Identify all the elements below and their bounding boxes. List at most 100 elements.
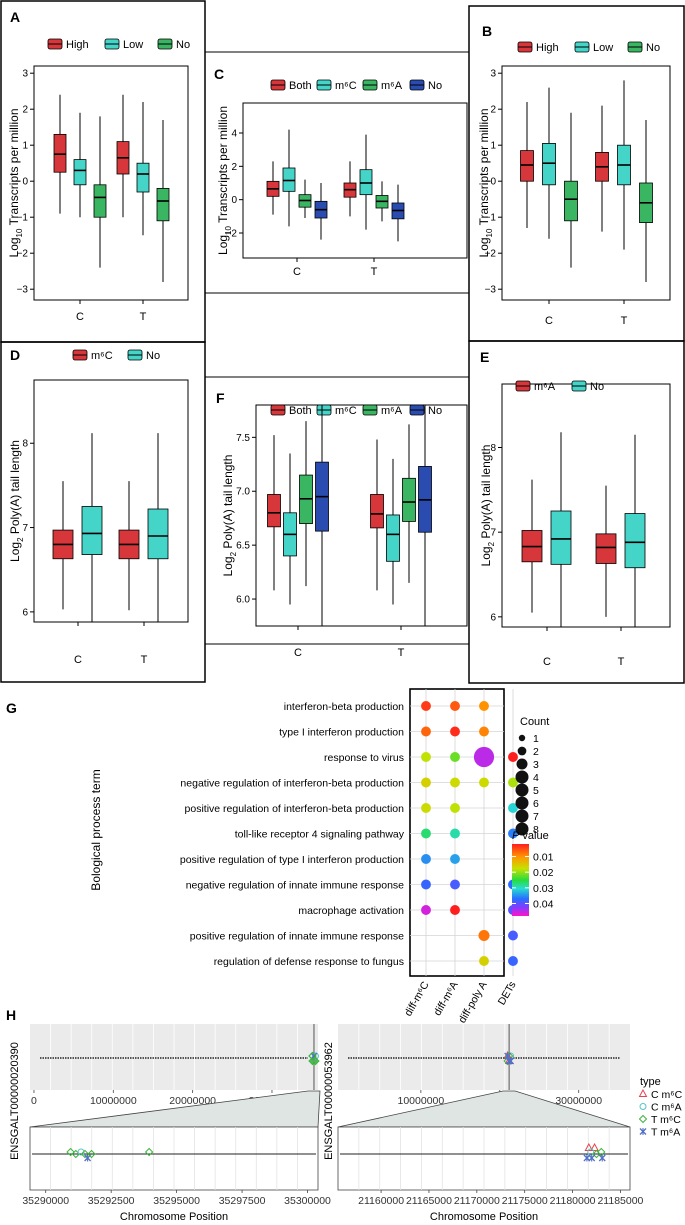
y-tick-label: −2: [226, 229, 238, 240]
x-axis-label: Chromosome Position: [120, 1211, 228, 1223]
dot: [450, 701, 460, 711]
site-marker: [584, 1142, 594, 1151]
x-tick-label: 35290000: [22, 1195, 69, 1207]
x-tick-label: T: [398, 647, 405, 659]
box: [370, 494, 384, 529]
legend-label: T m⁶A: [651, 1127, 680, 1139]
term-label: response to virus: [324, 752, 404, 764]
x-tick-label: 35300000: [284, 1195, 331, 1207]
legend-label: No: [176, 39, 190, 51]
term-label: interferon-beta production: [284, 701, 404, 713]
box: [267, 494, 281, 528]
y-tick-label: 0: [22, 177, 28, 188]
y-tick-label: 2: [490, 105, 496, 116]
x-tick-label: T: [621, 315, 628, 327]
x-tick-label: 21175000: [502, 1195, 548, 1207]
term-label: positive regulation of innate immune res…: [190, 931, 404, 943]
dot: [450, 879, 460, 890]
site-marker: [87, 1149, 96, 1159]
x-tick-label: 21160000: [358, 1195, 404, 1207]
y-tick-label: 6.5: [236, 541, 250, 552]
site-marker: [638, 1114, 648, 1124]
size-legend-dot: [515, 770, 529, 784]
dot: [450, 905, 460, 915]
y-axis-label: Log10 Transcripts per million: [7, 109, 24, 258]
y-axis-label: Log2 Poly(A) tail length: [479, 445, 496, 567]
box: [402, 477, 416, 522]
x-tick-label: T: [618, 656, 625, 668]
legend-label: C m⁶C: [651, 1089, 683, 1101]
legend-label: Both: [289, 405, 312, 417]
legend-label: m⁶A: [534, 381, 556, 393]
dot: [450, 828, 460, 839]
box: [386, 514, 400, 562]
term-label: type I interferon production: [279, 727, 404, 739]
chart-g: interferon-beta production type I interfe…: [89, 688, 554, 1025]
x-tick-label: 30000000: [555, 1095, 602, 1107]
y-tick-label: 6.0: [236, 595, 250, 606]
dot: [450, 854, 460, 864]
site-marker: [639, 1103, 647, 1110]
panel-label-c: C: [214, 66, 224, 82]
term-label: positive regulation of type I interferon…: [180, 854, 404, 866]
legend-label: m⁶C: [335, 405, 357, 417]
dot: [508, 930, 518, 941]
box: [53, 133, 67, 173]
site-marker: [80, 1149, 90, 1159]
x-tick-label: 21165000: [406, 1195, 452, 1207]
y-tick-label: −1: [17, 213, 29, 224]
size-legend-label: 5: [533, 785, 539, 797]
x-tick-label: 21185000: [597, 1195, 643, 1207]
panel-label-d: D: [10, 347, 20, 363]
box: [156, 187, 170, 222]
x-tick-label: 21180000: [550, 1195, 596, 1207]
size-legend-dot: [517, 746, 527, 756]
y-tick-label: 0: [490, 177, 496, 188]
x-tick-label: 35297500: [219, 1195, 266, 1207]
y-axis-label: Bological process term: [89, 769, 103, 890]
dot: [421, 854, 431, 864]
color-bar-label: 0.04: [533, 898, 554, 910]
x-tick-label: C: [543, 656, 551, 668]
legend-title: type: [640, 1076, 661, 1088]
dot: [421, 879, 431, 890]
site-marker: [597, 1147, 606, 1157]
legend-label: High: [66, 39, 89, 51]
y-tick-label: 6: [22, 607, 28, 618]
term-label: regulation of defense response to fungus: [214, 956, 404, 968]
legend-label: T m⁶C: [651, 1114, 681, 1126]
x-tick-label: 21170000: [454, 1195, 500, 1207]
size-legend-label: 3: [533, 759, 539, 771]
box: [520, 150, 534, 182]
y-tick-label: 7.0: [236, 487, 250, 498]
legend-label: Both: [289, 80, 312, 92]
panel-b-frame: [468, 5, 685, 342]
color-bar-label: 0.01: [533, 852, 554, 864]
legend-label: No: [428, 405, 442, 417]
y-tick-label: 3: [22, 69, 28, 80]
y-tick-label: −2: [485, 249, 497, 260]
dot: [479, 726, 489, 737]
panel-a-frame: [0, 0, 206, 343]
size-legend-label: 7: [533, 811, 539, 823]
dot: [478, 930, 490, 941]
plot-area: [33, 379, 189, 623]
plot-area: [242, 102, 468, 259]
y-tick-label: 1: [22, 141, 28, 152]
box: [73, 159, 87, 186]
x-tick-label: C: [294, 647, 302, 659]
panel-label-h: H: [6, 1007, 16, 1023]
site-marker: [66, 1147, 75, 1157]
y-tick-label: 8: [490, 443, 496, 454]
dot: [473, 746, 495, 768]
panel-label-f: F: [216, 390, 225, 406]
x-axis-label: Chromosome Position: [430, 1211, 538, 1223]
size-legend-label: 6: [533, 798, 539, 810]
size-legend-dot: [515, 796, 529, 810]
y-tick-label: 8: [22, 439, 28, 450]
x-tick-label: T: [140, 311, 147, 323]
box: [81, 506, 103, 555]
